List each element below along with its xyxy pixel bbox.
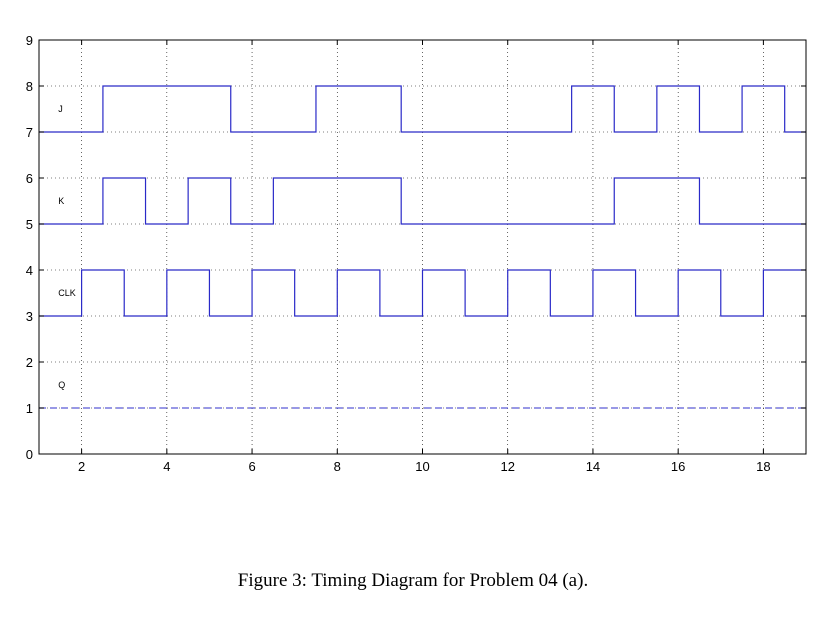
signal-label-j: J	[58, 104, 63, 114]
x-tick-label: 6	[248, 459, 255, 474]
x-tick-label: 16	[671, 459, 685, 474]
y-tick-label: 5	[26, 217, 33, 232]
y-tick-label: 0	[26, 447, 33, 462]
y-tick-label: 9	[26, 33, 33, 48]
x-tick-label: 4	[163, 459, 170, 474]
x-tick-label: 2	[78, 459, 85, 474]
grid-lines	[39, 40, 806, 454]
signal-label-clk: CLK	[58, 288, 76, 298]
x-tick-label: 10	[415, 459, 429, 474]
signal-traces	[39, 85, 806, 409]
x-tick-label: 12	[500, 459, 514, 474]
x-tick-label: 14	[586, 459, 600, 474]
signal-label-k: K	[58, 196, 64, 206]
x-tick-label: 8	[334, 459, 341, 474]
signal-label-q: Q	[58, 380, 65, 390]
plot-frame	[38, 39, 807, 455]
y-tick-label: 7	[26, 125, 33, 140]
signal-trace-j	[39, 85, 806, 133]
y-tick-label: 2	[26, 355, 33, 370]
y-tick-label: 3	[26, 309, 33, 324]
signal-labels: J K CLK Q	[58, 104, 76, 390]
y-tick-label: 8	[26, 79, 33, 94]
y-tick-label: 6	[26, 171, 33, 186]
y-tick-label: 1	[26, 401, 33, 416]
signal-trace-k	[39, 177, 806, 225]
figure-caption: Figure 3: Timing Diagram for Problem 04 …	[237, 570, 589, 591]
x-tick-label: 18	[756, 459, 770, 474]
signal-trace-clk	[39, 269, 806, 317]
y-tick-label: 4	[26, 263, 33, 278]
